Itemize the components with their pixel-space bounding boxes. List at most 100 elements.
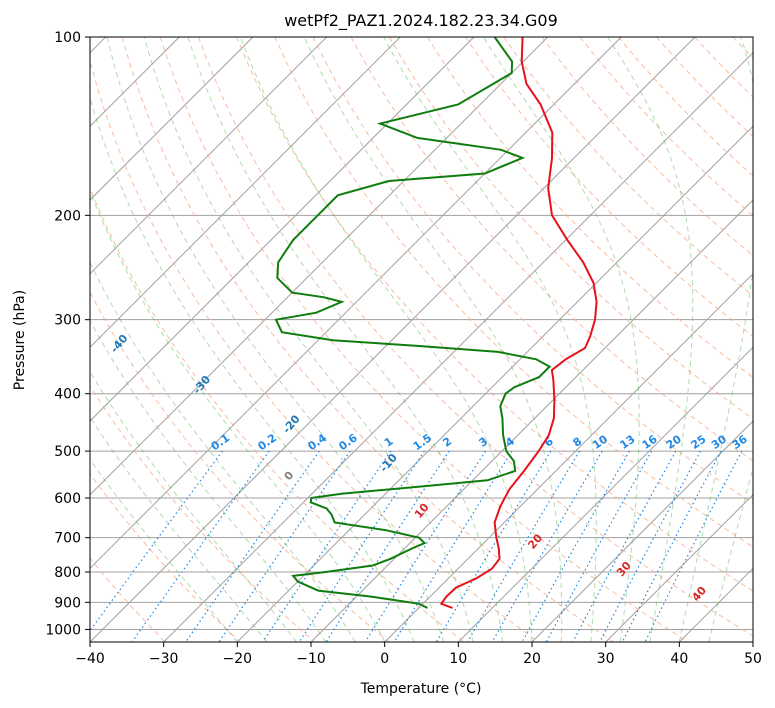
mixing-ratio-line (364, 450, 486, 642)
mixing-ratio-label: 1 (382, 435, 396, 450)
mixing-ratio-line (218, 450, 351, 642)
y-axis-title: Pressure (hPa) (12, 290, 28, 390)
mixing-ratio-label: 8 (571, 435, 585, 450)
axes: −40 −30 −20 −10 0 10 20 30 40 5010020030040050060… (45, 30, 762, 667)
moist-adiabat-line (90, 189, 386, 642)
y-tick-label: 200 (54, 208, 81, 224)
y-tick-label: 400 (54, 387, 81, 403)
dry-adiabat-line (90, 291, 390, 642)
mixing-ratio-label: 0.1 (209, 431, 232, 453)
dry-adiabat-line (350, 37, 753, 462)
mixing-ratio-line (90, 450, 223, 632)
mixing-ratio-label: 20 (664, 432, 684, 452)
dry-adiabat-label: -40 (108, 332, 131, 356)
mixing-ratio-label: 1.5 (411, 431, 434, 453)
dry-adiabat-line (90, 557, 166, 642)
temperature-profile-line (439, 37, 598, 609)
mixing-ratio-label: 13 (617, 433, 637, 452)
dry-adiabat-line (236, 37, 753, 592)
x-tick-label: 30 (597, 651, 615, 667)
dry-adiabat-line (274, 37, 753, 548)
moist-adiabat-label: 20 (525, 531, 545, 551)
isotherm-line (90, 37, 254, 201)
mixing-ratio-label: 0.2 (256, 431, 279, 453)
mixing-ratio-line (435, 450, 552, 642)
moist-adiabat-line (482, 37, 640, 642)
mixing-ratio-label: 36 (730, 432, 750, 452)
isotherm-line (236, 125, 753, 642)
mixing-ratio-label: 16 (640, 432, 660, 452)
dry-adiabat-line (90, 384, 316, 642)
moist-adiabat-line (90, 370, 297, 642)
isotherm-line (90, 37, 328, 275)
y-tick-label: 500 (54, 444, 81, 460)
dry-adiabat-line (694, 37, 753, 98)
x-tick-label: 50 (744, 651, 762, 667)
y-tick-label: 300 (54, 313, 81, 329)
y-tick-label: 700 (54, 531, 81, 547)
moist-adiabat-line (383, 37, 597, 642)
isotherm-line (384, 272, 753, 642)
plot-frame (89, 36, 754, 643)
mixing-ratio-line (298, 450, 425, 642)
dry-adiabat-line (426, 37, 753, 378)
moist-adiabat-line (607, 37, 694, 642)
x-tick-label: 0 (380, 651, 389, 667)
moist-adiabat-line (90, 416, 268, 642)
moist-adiabat-line (90, 458, 238, 642)
mixing-ratio-line (599, 450, 702, 642)
mixing-ratio-label: 0.4 (306, 431, 330, 453)
y-tick-label: 900 (54, 595, 81, 611)
dry-adiabat-line (198, 37, 753, 637)
mixing-ratio-label: 2 (440, 435, 454, 450)
isotherm-line (90, 37, 401, 349)
dry-adiabat-line (465, 37, 753, 338)
isotherm-line (605, 493, 753, 642)
moist-adiabat-label: 0 (282, 469, 297, 483)
x-tick-label: −20 (223, 651, 253, 667)
moist-adiabat-line (239, 37, 533, 642)
mixing-ratio-line (521, 450, 631, 642)
moist-adiabat-line (303, 37, 563, 642)
moist-adiabat-line (143, 37, 474, 642)
x-tick-label: −10 (296, 651, 326, 667)
y-tick-label: 800 (54, 565, 81, 581)
moist-adiabat-line (106, 37, 445, 642)
dry-adiabat-line (771, 37, 775, 642)
dry-adiabat-line (732, 37, 753, 59)
x-axis-title: Temperature (°C) (360, 681, 482, 697)
dry-adiabat-line (90, 59, 540, 642)
isotherm-line (90, 37, 622, 570)
mixing-ratio-label: 3 (477, 435, 491, 450)
isotherm-line (90, 37, 475, 422)
mixing-ratio-line (131, 450, 270, 642)
isotherm-line (90, 37, 549, 496)
x-tick-label: 20 (523, 651, 541, 667)
dry-adiabat-label: -10 (377, 451, 400, 475)
isotherm-line (678, 567, 753, 642)
moist-adiabat-label: 30 (614, 559, 634, 579)
mixing-ratio-line (466, 450, 580, 642)
y-tick-label: 600 (54, 491, 81, 507)
mixing-ratio-label: 25 (689, 433, 709, 452)
x-tick-label: 10 (449, 651, 467, 667)
mixing-ratio-line (325, 450, 450, 642)
dry-adiabat-label: -50 (32, 289, 55, 313)
moist-adiabat-label: 10 (412, 501, 432, 521)
dry-adiabat-line (503, 37, 753, 297)
dewpoint-profile-line (274, 37, 552, 609)
moist-adiabat-line (90, 260, 356, 642)
plot-area: 0.10.20.40.611.52346810131620253036-100-… (32, 37, 775, 642)
x-tick-label: −40 (75, 651, 105, 667)
mixing-ratio-line (545, 450, 653, 642)
x-tick-label: −30 (149, 651, 179, 667)
y-tick-label: 100 (54, 30, 81, 46)
dry-adiabat-line (90, 186, 465, 642)
dry-adiabat-label: -30 (190, 373, 213, 397)
moist-adiabat-label: 40 (689, 584, 709, 604)
isotherm-line (310, 199, 753, 642)
chart-title: wetPf2_PAZ1.2024.182.23.34.G09 (284, 11, 558, 31)
isotherm-line (457, 346, 753, 642)
isotherm-line (163, 51, 753, 642)
